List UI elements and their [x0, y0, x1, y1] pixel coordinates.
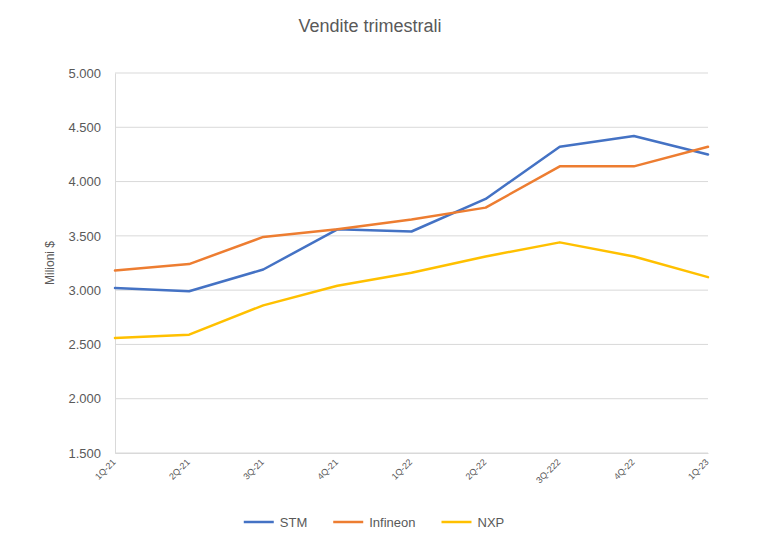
tick: 2Q-21	[167, 453, 192, 482]
tick-label: 3Q-21	[241, 457, 266, 482]
axis-line	[115, 74, 116, 454]
legend-label: Infineon	[369, 515, 415, 530]
chart: 1.500 2.000 2.500 3.000 3.500 4.000 4.500 5.000…	[0, 0, 768, 549]
axis-title: Milioni $	[43, 241, 57, 285]
tick-label: 1Q-21	[93, 457, 118, 482]
tick: 3.500	[68, 229, 115, 244]
tick: 2.000	[68, 391, 115, 406]
grid-line	[115, 127, 708, 128]
grid-line	[115, 290, 708, 291]
tick-label: 2.000	[68, 391, 101, 406]
grid-line	[115, 235, 708, 236]
tick-label: 4Q-22	[612, 457, 637, 482]
grid	[115, 73, 708, 453]
plot-area	[115, 136, 708, 338]
series-line	[115, 147, 708, 271]
tick-label: 3.000	[68, 283, 101, 298]
grid-line	[115, 398, 708, 399]
y-axis: 1.500 2.000 2.500 3.000 3.500 4.000 4.500 5.000	[68, 66, 115, 461]
legend-swatch	[333, 521, 363, 524]
tick-label: 2.500	[68, 337, 101, 352]
tick: 3Q-21	[241, 453, 266, 482]
x-axis: 1Q-21 2Q-21 3Q-21 4Q-21 1Q-22 2Q-22 3Q-222 4Q-2…	[93, 453, 711, 485]
legend-item: Infineon	[333, 515, 415, 530]
grid-line	[115, 73, 708, 74]
tick: 3Q-222	[534, 453, 562, 485]
legend-label: NXP	[477, 515, 504, 530]
tick-label: 1Q-22	[389, 457, 414, 482]
tick-label: 2Q-21	[167, 457, 192, 482]
tick: 2.500	[68, 337, 115, 352]
tick: 4Q-21	[315, 453, 340, 482]
series-line	[115, 242, 708, 338]
legend-item: STM	[244, 515, 307, 530]
tick: 1Q-23	[686, 453, 711, 482]
tick-label: 3Q-222	[534, 457, 562, 485]
grid-line	[115, 344, 708, 345]
tick-label: 4Q-21	[315, 457, 340, 482]
tick: 1Q-22	[389, 453, 414, 482]
tick-label: 4.500	[68, 120, 101, 135]
tick: 2Q-22	[464, 453, 489, 482]
tick: 3.000	[68, 283, 115, 298]
series-line	[115, 136, 708, 291]
legend: STM Infineon NXP	[244, 515, 504, 530]
grid-line	[115, 181, 708, 182]
tick: 5.000	[68, 66, 115, 81]
tick-label: 1Q-23	[686, 457, 711, 482]
tick-label: 4.000	[68, 174, 101, 189]
tick: 4Q-22	[612, 453, 637, 482]
legend-swatch	[441, 521, 471, 524]
legend-item: NXP	[441, 515, 504, 530]
tick-label: 3.500	[68, 229, 101, 244]
legend-swatch	[244, 521, 274, 524]
tick: 1Q-21	[93, 453, 118, 482]
grid-line	[115, 453, 708, 454]
tick-label: 1.500	[68, 446, 101, 461]
title: Vendite trimestrali	[298, 16, 441, 36]
tick-label: 5.000	[68, 66, 101, 81]
legend-label: STM	[280, 515, 307, 530]
tick-label: 2Q-22	[464, 457, 489, 482]
tick: 4.500	[68, 120, 115, 135]
axis-line	[116, 453, 709, 454]
tick: 4.000	[68, 174, 115, 189]
